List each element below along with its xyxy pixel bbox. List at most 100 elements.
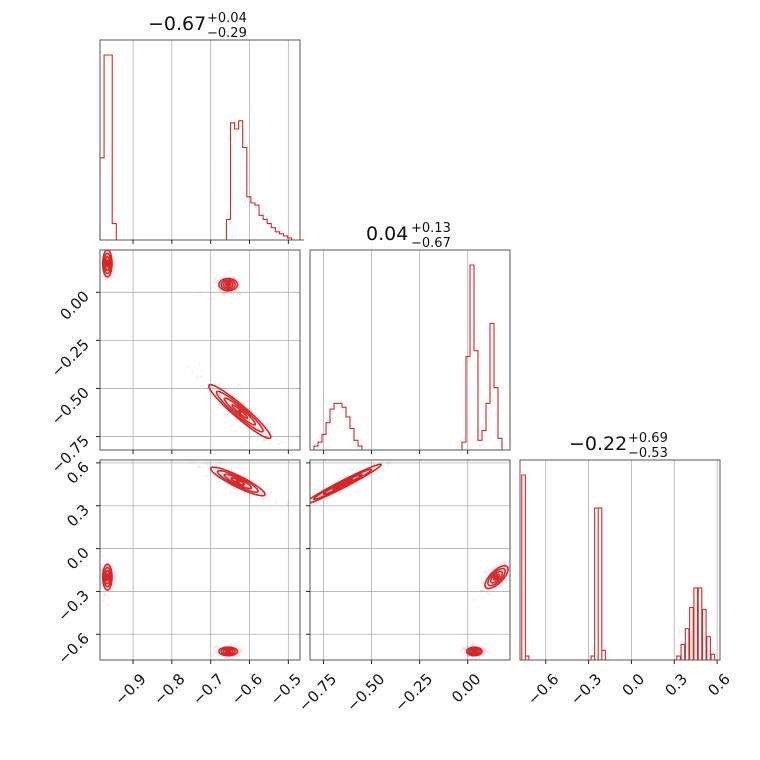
sample-point-p01-0-138	[103, 277, 107, 281]
sample-point-p01-2-108	[233, 429, 237, 433]
contour-p02-1-3	[209, 466, 266, 497]
sample-point-p01-1-74	[220, 291, 224, 295]
sample-point-p02-0-4	[102, 592, 106, 596]
sample-point-p02-1-71	[248, 495, 252, 499]
sample-point-p01-2-2	[225, 415, 229, 418]
sample-point-p01-2-27	[259, 427, 262, 431]
sample-point-p02-0-137	[113, 583, 117, 587]
sample-point-p12-2-12	[484, 647, 487, 651]
sample-point-p02-2-85	[212, 646, 216, 650]
sample-point-p12-2-132	[461, 646, 465, 650]
contour-edge-p01-2	[231, 404, 249, 420]
sample-point-p01-1-66	[238, 283, 242, 287]
sample-point-p12-2-23	[459, 649, 463, 653]
sample-point-p12-0-126	[386, 461, 389, 465]
mode-point-p01-0	[105, 261, 110, 266]
sample-point-p02-2-111	[215, 645, 219, 649]
sample-point-p01-0-26	[113, 260, 117, 264]
hist-line-1	[310, 264, 510, 451]
mode-point-p12-2	[472, 649, 477, 654]
sample-point-p01-2-99	[200, 369, 204, 373]
title-2-main: −0.22	[569, 433, 627, 455]
sample-point-p02-1-81	[192, 460, 196, 463]
sample-point-p12-1-56	[503, 562, 506, 566]
contour-p02-0-3	[101, 563, 113, 591]
sample-point-p12-2-91	[460, 648, 464, 652]
sample-point-p12-0-46	[398, 456, 401, 459]
sample-point-p12-2-25	[463, 652, 467, 656]
sample-point-p01-2-117	[263, 433, 267, 437]
sample-point-p02-0-9	[101, 555, 105, 558]
sample-point-p02-2-87	[219, 657, 223, 660]
sample-point-p01-1-36	[238, 293, 241, 297]
sample-point-p01-1-75	[214, 274, 218, 277]
sample-point-p01-2-41	[254, 413, 258, 417]
sample-point-p12-1-42	[474, 596, 478, 600]
sample-point-p02-0-3	[112, 570, 116, 574]
contour-p12-1-3	[484, 564, 509, 590]
sample-point-p12-1-32	[482, 597, 485, 601]
sample-point-p12-1-67	[481, 581, 484, 585]
sample-point-p02-0-26	[103, 561, 106, 565]
sample-point-p02-2-42	[238, 649, 242, 652]
title-param-2: −0.22 +0.69 −0.53	[569, 431, 668, 461]
sample-point-p01-2-78	[186, 364, 190, 368]
contour-p12-0-3	[310, 463, 382, 504]
sample-point-p01-2-31	[280, 440, 283, 444]
xticklabel-2-3: 0.3	[661, 670, 691, 700]
sample-point-p02-2-72	[228, 644, 232, 647]
sample-point-p01-2-136	[275, 438, 278, 441]
contour-p02-2-3	[218, 646, 239, 657]
yticklabel-1-1: −0.25	[48, 335, 93, 380]
xticklabel-0-1: −0.8	[150, 670, 188, 708]
sample-point-p02-2-20	[243, 651, 246, 655]
sample-point-p12-0-124	[323, 483, 327, 487]
sample-point-p02-2-30	[236, 646, 240, 650]
sample-point-p01-0-23	[103, 246, 106, 249]
sample-point-p01-1-79	[238, 293, 242, 297]
sample-point-p12-2-84	[481, 646, 485, 650]
sample-point-p12-1-5	[492, 567, 495, 571]
hist-panel-0	[99, 39, 304, 241]
sample-point-p02-2-99	[241, 646, 245, 650]
sample-point-p12-1-73	[481, 588, 485, 591]
sample-point-p01-1-83	[217, 288, 221, 292]
xticklabel-2-0: −0.6	[524, 670, 562, 708]
contour-p12-1-2	[487, 567, 506, 587]
sample-point-p12-1-98	[480, 589, 484, 593]
sample-point-p12-2-100	[467, 655, 471, 659]
sample-point-p01-2-25	[218, 382, 222, 386]
sample-point-p01-2-95	[236, 419, 240, 423]
sample-point-p01-0-129	[111, 270, 115, 274]
sample-point-p12-0-129	[304, 506, 307, 509]
sample-point-p01-1-87	[231, 293, 234, 297]
sample-point-p01-1-80	[228, 269, 232, 273]
sample-point-p02-0-89	[113, 582, 117, 586]
sample-point-p02-2-12	[210, 653, 214, 657]
sample-point-p01-1-117	[237, 282, 241, 286]
sample-point-p02-2-14	[239, 647, 243, 651]
sample-point-p02-0-131	[109, 588, 113, 591]
xticklabel-0-3: −0.6	[228, 670, 266, 708]
sample-point-p12-2-118	[474, 643, 478, 647]
sample-point-p02-1-92	[263, 497, 267, 500]
contour-p01-0-3	[101, 250, 113, 278]
sample-point-p02-2-95	[215, 654, 219, 658]
sample-point-p12-1-83	[480, 581, 484, 585]
sample-point-p12-0-33	[314, 501, 318, 505]
sample-point-p02-2-3	[239, 649, 243, 653]
sample-point-p12-2-85	[477, 656, 480, 660]
xticklabel-1-1: −0.50	[343, 670, 388, 715]
sample-point-p01-0-62	[104, 231, 107, 234]
sample-point-p01-1-19	[228, 275, 232, 279]
sample-point-p02-1-39	[288, 500, 292, 504]
density-p01	[100, 231, 283, 449]
sample-point-p12-2-92	[488, 650, 492, 654]
contour-p01-1-3	[218, 277, 239, 292]
sample-point-p01-1-70	[223, 291, 226, 295]
sample-point-p02-2-114	[234, 645, 238, 649]
sample-point-p12-2-80	[464, 647, 468, 651]
sample-point-p02-1-56	[245, 475, 249, 479]
sample-point-p01-1-116	[222, 292, 226, 296]
xticklabel-1-3: 0.00	[448, 670, 484, 706]
